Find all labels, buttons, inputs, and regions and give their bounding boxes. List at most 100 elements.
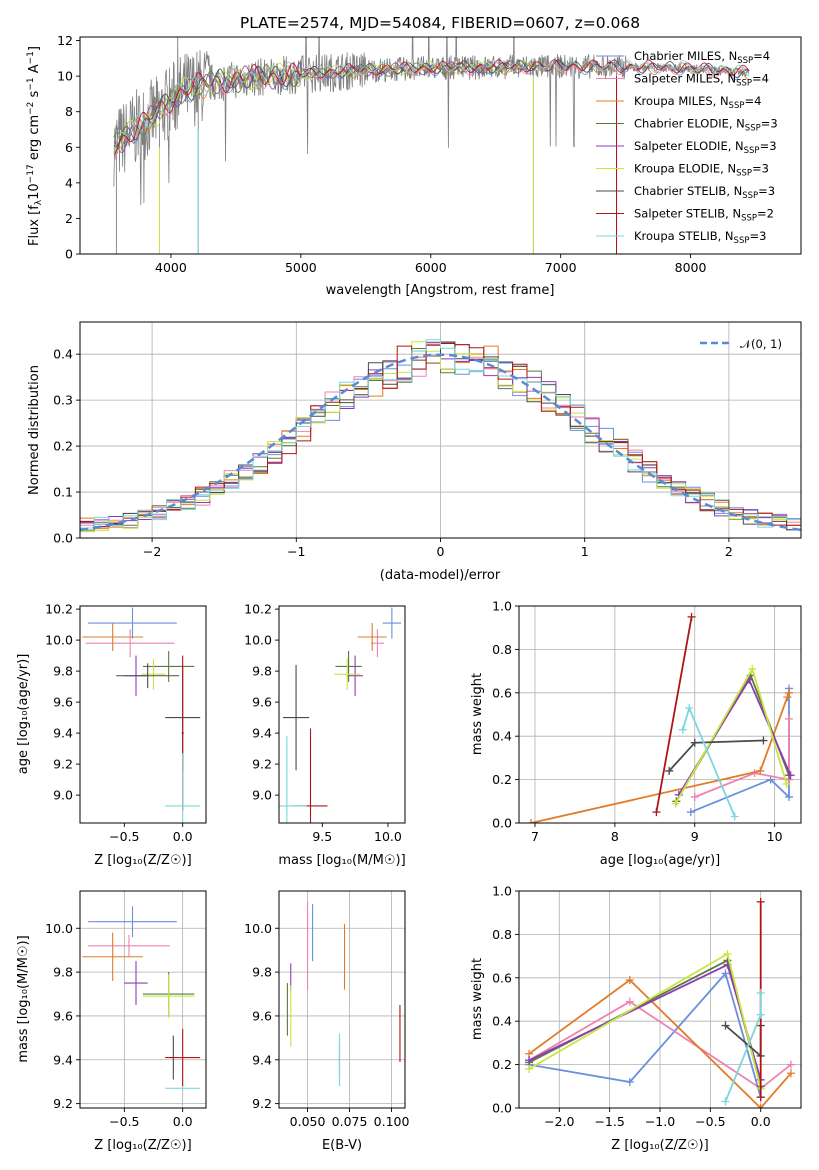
x-tick-label: −1.5 <box>594 1114 624 1129</box>
weight-vs-age-frame <box>518 605 802 824</box>
errorbar-point-kroupa-miles <box>82 623 143 651</box>
spectrum-ylabel-part: λ <box>34 199 44 205</box>
legend-label-subscript: SSP <box>729 101 745 111</box>
y-tick-label: 9.0 <box>53 788 73 803</box>
age-vs-mass-frame <box>278 605 406 824</box>
y-tick-label: 9.0 <box>252 788 272 803</box>
y-tick-label: 10.2 <box>244 602 272 617</box>
age-vs-metallicity-ylabel: age [log₁₀(age/yr)] <box>16 654 31 775</box>
errorbar-point-salpeter-miles <box>88 934 170 957</box>
y-tick-label: 0.4 <box>492 729 512 744</box>
legend-label-subscript: SSP <box>737 56 753 66</box>
spectrum-title: PLATE=2574, MJD=54084, FIBERID=0607, z=0… <box>240 14 640 32</box>
weight-vs-age-xlabel: age [log₁₀(age/yr)] <box>600 853 721 868</box>
x-tick-label: −0.5 <box>695 1114 725 1129</box>
plus-marker <box>625 1077 634 1086</box>
mass-vs-ebv-frame <box>278 890 406 1109</box>
errorbar-point-kroupa-stelib <box>279 736 307 823</box>
legend-label-text: Kroupa ELODIE, N <box>634 162 736 176</box>
legend-label: Chabrier ELODIE, NSSP=3 <box>634 117 778 134</box>
errorbar-point-chabrier-miles <box>382 607 402 639</box>
x-tick-label: 7000 <box>545 260 577 275</box>
y-tick-label: 0.8 <box>492 927 512 942</box>
y-tick-label: 9.2 <box>53 757 73 772</box>
legend-label-suffix: =3 <box>749 229 766 243</box>
y-tick-label: 0 <box>65 247 73 262</box>
plus-marker <box>756 1010 765 1019</box>
legend-label: Salpeter ELODIE, NSSP=3 <box>634 139 777 156</box>
plus-marker <box>756 897 765 906</box>
y-tick-label: 10.0 <box>244 633 272 648</box>
legend-label: Salpeter MILES, NSSP=4 <box>634 72 769 89</box>
y-tick-label: 10.0 <box>244 921 272 936</box>
legend-label: Chabrier STELIB, NSSP=3 <box>634 184 775 201</box>
x-tick-label: 9 <box>691 829 699 844</box>
plus-marker <box>748 664 757 673</box>
plus-marker <box>526 819 535 823</box>
residuals-legend: 𝒩(0, 1) <box>700 337 782 351</box>
x-tick-label: 9.5 <box>312 829 332 844</box>
plus-marker <box>756 1093 765 1102</box>
errorbar-point-kroupa-miles <box>357 623 387 651</box>
plus-marker <box>652 808 661 817</box>
y-tick-label: 9.4 <box>53 1052 73 1067</box>
legend-label-subscript: SSP <box>741 214 757 224</box>
y-tick-label: 0.0 <box>492 1101 512 1116</box>
y-tick-label: 10 <box>57 69 73 84</box>
spectrum-ylabel-part: −1 <box>26 77 36 90</box>
y-tick-label: 9.8 <box>53 664 73 679</box>
mass-vs-metallicity-frame <box>79 890 207 1109</box>
spectrum-ylabel-part: erg cm <box>27 115 42 164</box>
errorbar-point-kroupa-stelib <box>165 753 201 823</box>
x-tick-label: 10.0 <box>374 829 402 844</box>
spectrum-ylabel-part: s <box>27 90 42 101</box>
plus-marker <box>786 1060 795 1069</box>
plus-marker <box>782 779 791 788</box>
mass-vs-metallicity-panel: −0.5 0.09.29.49.69.810.0 Z [log₁₀(Z/Z☉)] … <box>16 890 207 1153</box>
model-spectrum-line-kroupa-stelib <box>113 58 750 155</box>
plus-marker <box>730 812 739 821</box>
y-tick-label: 0.2 <box>53 439 73 454</box>
plus-marker <box>678 725 687 734</box>
legend-label-text: Chabrier MILES, N <box>634 49 737 63</box>
plus-marker <box>625 975 634 984</box>
y-tick-label: 9.8 <box>252 664 272 679</box>
y-tick-label: 2 <box>65 211 73 226</box>
plus-marker <box>759 736 768 745</box>
y-tick-label: 0.2 <box>492 1057 512 1072</box>
series-line-salpeter-miles <box>694 718 790 798</box>
y-tick-label: 0.0 <box>492 816 512 831</box>
x-tick-label: 4000 <box>155 260 187 275</box>
errorbar-point-salpeter-stelib <box>165 1029 201 1087</box>
legend-label-text: Kroupa STELIB, N <box>634 229 734 243</box>
x-tick-label: 8000 <box>675 260 707 275</box>
legend-label-text: Salpeter ELODIE, N <box>634 139 744 153</box>
errorbar-point-chabrier-miles <box>88 906 177 938</box>
series-line-kroupa-miles <box>528 978 792 1108</box>
x-tick-label: 0.0 <box>751 1114 771 1129</box>
y-tick-label: 1.0 <box>492 599 512 614</box>
legend-label-suffix: =4 <box>753 49 770 63</box>
plus-marker <box>721 969 730 978</box>
x-tick-label: −2.0 <box>544 1114 574 1129</box>
spectrum-ylabel-part: A <box>27 64 42 77</box>
plus-marker <box>723 949 732 958</box>
legend-label-subscript: SSP <box>736 79 752 89</box>
legend-label-text: Salpeter STELIB, N <box>634 207 741 221</box>
x-tick-label: 5000 <box>285 260 317 275</box>
legend-label-subscript: SSP <box>745 124 761 134</box>
y-tick-label: 9.4 <box>53 726 73 741</box>
plus-marker <box>721 1021 730 1030</box>
plus-marker <box>786 1069 795 1078</box>
spectrum-ylabel-part: −1 <box>26 51 36 64</box>
errorbar-point-salpeter-miles <box>370 629 384 658</box>
legend-label-text: Salpeter MILES, N <box>634 72 736 86</box>
y-tick-label: 9.2 <box>53 1096 73 1111</box>
x-tick-label: −0.5 <box>109 1114 139 1129</box>
plus-marker <box>690 792 699 801</box>
y-tick-label: 9.2 <box>252 1096 272 1111</box>
legend-label: Salpeter STELIB, NSSP=2 <box>634 207 774 224</box>
normal-curve-legend-label: 𝒩(0, 1) <box>740 337 782 351</box>
